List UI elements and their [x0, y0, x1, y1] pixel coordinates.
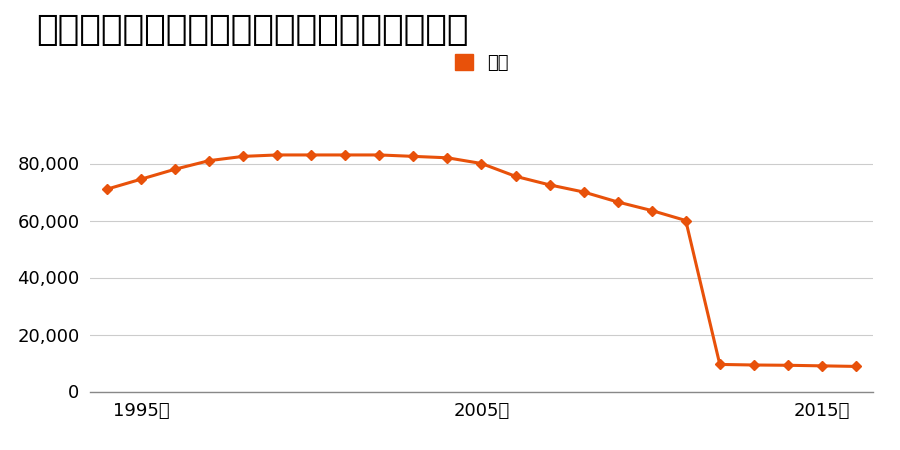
Legend: 価格: 価格: [447, 46, 516, 79]
Text: 青森県青森市佃１丁目１４３番７の地価推移: 青森県青森市佃１丁目１４３番７の地価推移: [36, 14, 469, 48]
